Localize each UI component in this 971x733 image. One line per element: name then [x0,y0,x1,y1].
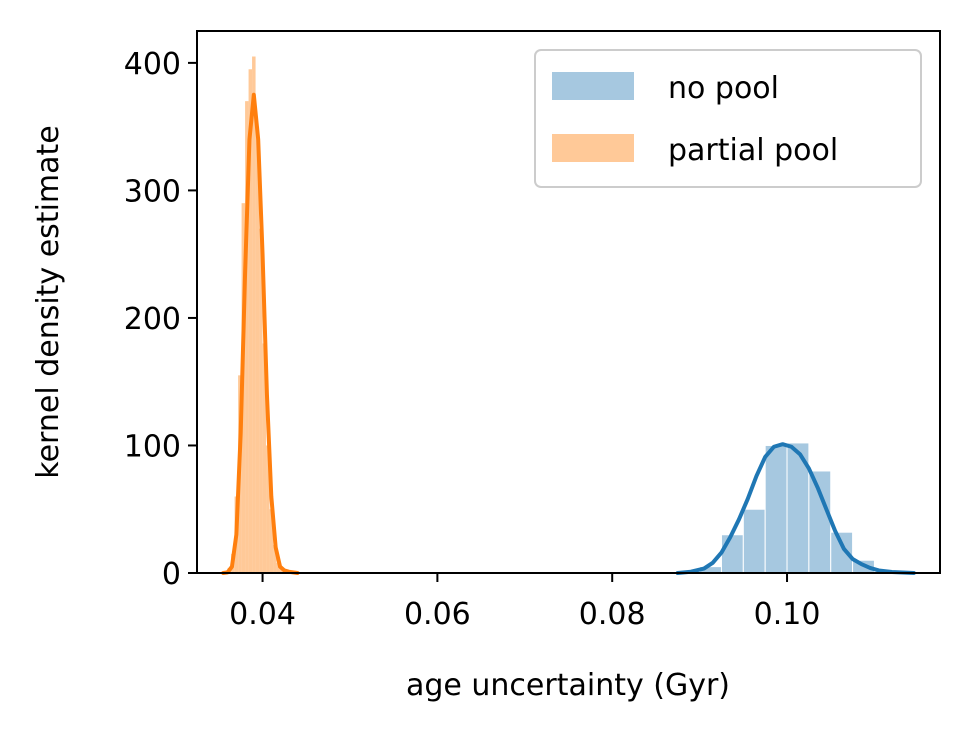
hist-bar-partial-pool-10 [262,343,267,573]
hist-bar-partial-pool-8 [255,126,260,573]
kde-line-partial-pool [221,92,300,575]
plot-frame [196,30,941,574]
hist-bar-partial-pool-6 [248,69,253,574]
legend-swatch-no-pool [552,72,634,100]
y-tick-label: 0 [162,557,181,592]
legend: no pool partial pool [534,49,922,188]
x-axis-label: age uncertainty (Gyr) [406,668,730,703]
x-tick-label: 0.08 [579,597,646,632]
hist-bar-partial-pool-5 [245,101,249,573]
y-tick-label: 200 [124,302,181,337]
hist-bar-partial-pool-12 [269,509,274,573]
y-tick-label: 300 [124,174,181,209]
hist-bar-partial-pool-7 [252,56,256,574]
hist-bar-partial-pool-13 [273,544,277,573]
legend-label-no-pool: no pool [668,71,779,106]
y-tick-label: 400 [124,47,181,82]
hist-bar-no-pool-3 [764,444,788,574]
x-ticks: 0.04 0.06 0.08 0.10 [229,573,820,632]
kde-layer [221,92,916,575]
y-ticks: 0 100 200 300 400 [124,47,197,592]
x-tick-label: 0.10 [754,597,821,632]
hist-bar-partial-pool-11 [266,445,270,573]
kde-line-no-pool [675,442,916,575]
hist-bar-no-pool-2 [742,508,766,574]
hist-bar-partial-pool-9 [259,228,263,573]
legend-swatch-partial-pool [552,134,634,162]
x-tick-label: 0.04 [229,597,296,632]
legend-label-partial-pool: partial pool [668,133,838,168]
hist-bar-no-pool-5 [808,470,832,574]
hist-bar-partial-pool-14 [276,562,281,573]
y-axis-label: kernel density estimate [31,125,66,478]
y-tick-label: 100 [124,429,181,464]
x-tick-label: 0.06 [404,597,471,632]
hist-bar-no-pool-1 [720,534,744,574]
